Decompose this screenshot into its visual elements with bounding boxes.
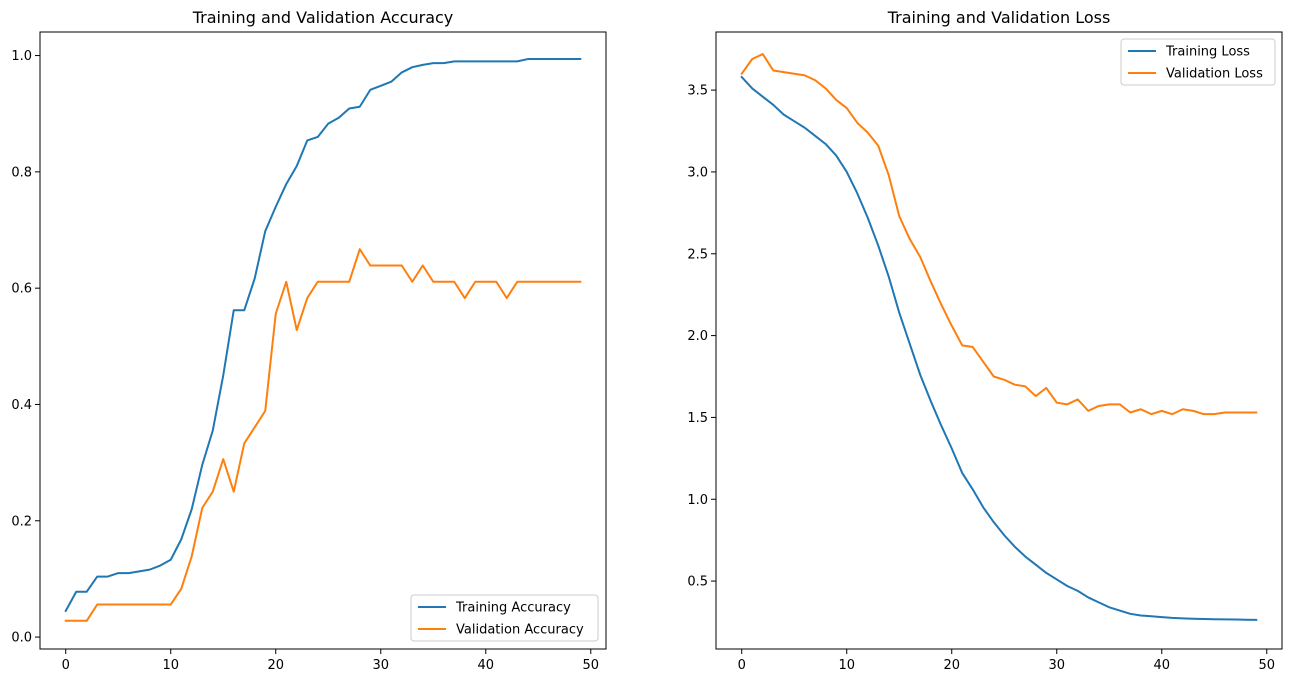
- accuracy-x-ticks: 0 10 20 30 40 50: [62, 649, 599, 673]
- loss-y-tick-label: 0.5: [687, 575, 708, 590]
- loss-series-line-validation-loss: [740, 53, 1258, 416]
- loss-series-line-training-loss: [740, 75, 1258, 621]
- legend-box: [1120, 38, 1276, 86]
- accuracy-y-tick-label: 0.6: [11, 282, 32, 297]
- loss-x-tick-label: 50: [1259, 658, 1276, 673]
- legend-label-validation-loss: Validation Loss: [1166, 67, 1263, 82]
- accuracy-series-line-validation-accuracy: [64, 248, 582, 622]
- loss-y-tick-label: 1.0: [687, 493, 708, 508]
- loss-y-ticks: 0.5 1.0 1.5 2.0 2.5 3.0 3.5: [687, 84, 716, 590]
- legend-label-training-loss: Training Loss: [1165, 45, 1250, 60]
- loss-series-group: [740, 53, 1258, 621]
- loss-chart: Training and Validation Loss 0 10 20 30 40 50…: [687, 8, 1283, 673]
- loss-x-tick-label: 20: [943, 658, 960, 673]
- loss-x-tick-label: 40: [1153, 658, 1170, 673]
- legend-box: [410, 594, 599, 642]
- accuracy-x-tick-label: 40: [477, 658, 494, 673]
- accuracy-series-group: [64, 58, 582, 622]
- loss-y-tick-label: 3.0: [687, 165, 708, 180]
- accuracy-y-tick-label: 0.0: [11, 631, 32, 646]
- accuracy-x-tick-label: 10: [162, 658, 179, 673]
- accuracy-y-ticks: 0.0 0.2 0.4 0.6 0.8 1.0: [11, 49, 40, 646]
- loss-x-tick-label: 30: [1048, 658, 1065, 673]
- loss-plot-frame: [715, 31, 1283, 650]
- loss-chart-title: Training and Validation Loss: [887, 8, 1111, 27]
- legend-label-validation-accuracy: Validation Accuracy: [456, 623, 584, 638]
- accuracy-plot-frame: [39, 31, 607, 650]
- loss-x-tick-label: 10: [838, 658, 855, 673]
- loss-y-tick-label: 1.5: [687, 411, 708, 426]
- accuracy-y-tick-label: 0.4: [11, 398, 32, 413]
- accuracy-x-tick-label: 50: [583, 658, 600, 673]
- loss-legend: Training Loss Validation Loss: [1120, 38, 1276, 86]
- accuracy-series-line-training-accuracy: [64, 58, 582, 613]
- legend-label-training-accuracy: Training Accuracy: [455, 601, 571, 616]
- accuracy-chart: Training and Validation Accuracy 0 10 20 30…: [11, 8, 607, 673]
- accuracy-x-tick-label: 30: [372, 658, 389, 673]
- loss-y-tick-label: 2.5: [687, 247, 708, 262]
- accuracy-y-tick-label: 0.8: [11, 165, 32, 180]
- accuracy-legend: Training Accuracy Validation Accuracy: [410, 594, 599, 642]
- accuracy-y-tick-label: 0.2: [11, 514, 32, 529]
- loss-y-tick-label: 2.0: [687, 329, 708, 344]
- accuracy-y-tick-label: 1.0: [11, 49, 32, 64]
- accuracy-chart-title: Training and Validation Accuracy: [192, 8, 454, 27]
- loss-x-ticks: 0 10 20 30 40 50: [738, 649, 1275, 673]
- loss-x-tick-label: 0: [738, 658, 746, 673]
- accuracy-x-tick-label: 0: [62, 658, 70, 673]
- loss-y-tick-label: 3.5: [687, 84, 708, 99]
- accuracy-x-tick-label: 20: [267, 658, 284, 673]
